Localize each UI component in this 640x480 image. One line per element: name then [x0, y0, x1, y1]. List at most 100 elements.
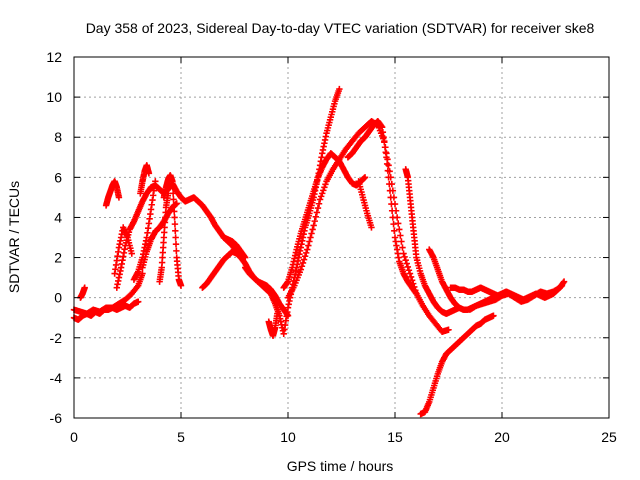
- series-arc-i: [156, 190, 172, 285]
- data-point: [336, 85, 343, 93]
- data-point: [361, 174, 369, 181]
- series-baseline-early-b: [70, 270, 146, 317]
- data-point: [490, 312, 497, 319]
- data-point: [145, 170, 153, 177]
- y-tick-label: 8: [54, 129, 62, 145]
- data-point: [172, 240, 180, 248]
- data-point: [298, 263, 306, 270]
- data-point: [135, 298, 142, 305]
- data-point: [322, 181, 329, 188]
- data-point: [311, 217, 318, 225]
- axis-ticks: 0 5 10 15 20 25 -6 -4 -2 0 2 4 6 8 10 12: [46, 49, 617, 445]
- data-point: [404, 263, 412, 271]
- series-arc-g: [137, 162, 153, 197]
- data-point: [316, 196, 324, 203]
- data-point: [170, 202, 178, 209]
- x-tick-label: 10: [280, 429, 296, 445]
- data-point: [115, 194, 123, 201]
- data-point: [169, 178, 176, 185]
- x-tick-label: 5: [177, 429, 185, 445]
- x-tick-label: 25: [601, 429, 617, 445]
- series-arc-o: [284, 117, 452, 335]
- series-arc-r: [402, 166, 463, 317]
- data-point: [299, 259, 307, 267]
- y-tick-label: 10: [46, 89, 62, 105]
- data-point: [309, 226, 316, 233]
- y-tick-label: 4: [54, 209, 62, 225]
- data-point: [173, 247, 180, 255]
- x-axis-title: GPS time / hours: [287, 458, 394, 474]
- data-point: [403, 260, 410, 267]
- data-point: [274, 310, 281, 317]
- series-arc-v: [466, 278, 568, 313]
- data-point: [413, 290, 420, 297]
- data-point: [171, 220, 179, 228]
- series-arc-d: [111, 224, 135, 277]
- data-point: [401, 253, 408, 261]
- x-tick-label: 0: [70, 429, 78, 445]
- data-point: [306, 238, 313, 245]
- data-point: [128, 250, 135, 257]
- data-point: [302, 249, 310, 257]
- data-point: [297, 266, 305, 273]
- data-point: [81, 284, 88, 291]
- series-arc-f: [139, 200, 180, 271]
- data-point: [407, 273, 415, 281]
- data-point: [399, 244, 406, 251]
- series-arc-n: [280, 150, 369, 291]
- data-point: [164, 190, 172, 197]
- data-point: [301, 253, 309, 260]
- data-point: [389, 214, 397, 221]
- data-marks: [70, 85, 568, 418]
- series-arc-a: [77, 284, 88, 301]
- data-point: [560, 278, 568, 285]
- y-tick-label: 2: [54, 250, 62, 266]
- plot-frame: [73, 56, 610, 419]
- y-tick-label: -2: [50, 330, 63, 346]
- chart-title: Day 358 of 2023, Sidereal Day-to-day VTE…: [86, 20, 595, 36]
- data-point: [315, 200, 323, 207]
- data-point: [171, 214, 178, 221]
- data-point: [398, 238, 405, 245]
- data-point: [368, 224, 375, 231]
- data-point: [387, 194, 394, 201]
- data-point: [383, 160, 391, 168]
- y-tick-label: 6: [54, 169, 62, 185]
- data-point: [400, 250, 407, 257]
- y-axis-title: SDTVAR / TECUs: [6, 181, 22, 293]
- data-point: [310, 222, 317, 229]
- data-point: [396, 226, 403, 233]
- data-point: [390, 220, 397, 228]
- y-tick-label: -6: [50, 410, 63, 426]
- y-tick-label: 0: [54, 290, 62, 306]
- data-point: [170, 196, 177, 203]
- data-point: [317, 193, 325, 200]
- data-point: [320, 187, 327, 194]
- x-tick-label: 20: [494, 429, 510, 445]
- data-point: [384, 167, 392, 174]
- data-point: [405, 267, 413, 274]
- data-point: [397, 232, 404, 239]
- data-point: [312, 213, 320, 220]
- series-arc-q: [355, 178, 375, 231]
- data-point: [402, 257, 409, 264]
- data-point: [152, 178, 159, 185]
- data-point: [406, 270, 414, 277]
- y-tick-label: 12: [46, 49, 62, 65]
- data-point: [305, 242, 312, 249]
- data-point: [386, 187, 394, 194]
- data-point: [321, 184, 328, 191]
- data-point: [445, 326, 452, 333]
- data-point: [313, 209, 321, 216]
- data-point: [300, 256, 308, 263]
- data-point: [388, 207, 396, 214]
- data-point: [386, 180, 393, 188]
- series-arc-m: [265, 310, 281, 339]
- data-point: [391, 227, 398, 235]
- data-point: [172, 234, 179, 241]
- data-point: [308, 230, 315, 237]
- data-point: [314, 204, 322, 212]
- data-point: [307, 234, 314, 241]
- data-point: [319, 190, 326, 197]
